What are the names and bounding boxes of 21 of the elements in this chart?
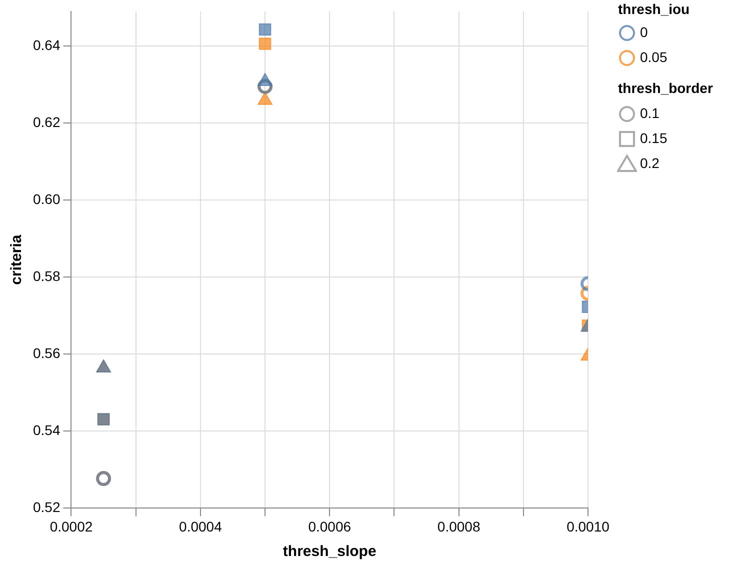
text: 0.2 — [640, 154, 660, 171]
x-axis-title: thresh_slope — [282, 543, 376, 560]
y-tick-label: 0.56 — [33, 345, 60, 362]
legend-title: thresh_iou — [618, 0, 690, 17]
y-axis-title: criteria — [8, 234, 26, 285]
y-tick-label: 0.60 — [33, 190, 60, 207]
y-tick-label: 0.62 — [33, 114, 60, 130]
x-tick-label: 0.0002 — [50, 518, 93, 534]
x-tick-label: 0.0006 — [308, 518, 352, 534]
text: 0.15 — [640, 130, 668, 146]
y-tick-label: 0.52 — [33, 499, 60, 516]
x-tick-label: 0.0004 — [179, 518, 222, 534]
y-tick-label: 0.64 — [33, 36, 60, 53]
legend-label: 0 — [640, 24, 648, 40]
legend-label: 0.05 — [640, 48, 668, 65]
x-tick-label: 0.0010 — [566, 518, 610, 534]
y-tick-label: 0.58 — [33, 268, 60, 284]
text: 0.1 — [640, 104, 660, 121]
y-tick-label: 0.54 — [33, 422, 60, 438]
x-tick-label: 0.0008 — [437, 518, 480, 534]
text: thresh_border — [618, 80, 714, 96]
